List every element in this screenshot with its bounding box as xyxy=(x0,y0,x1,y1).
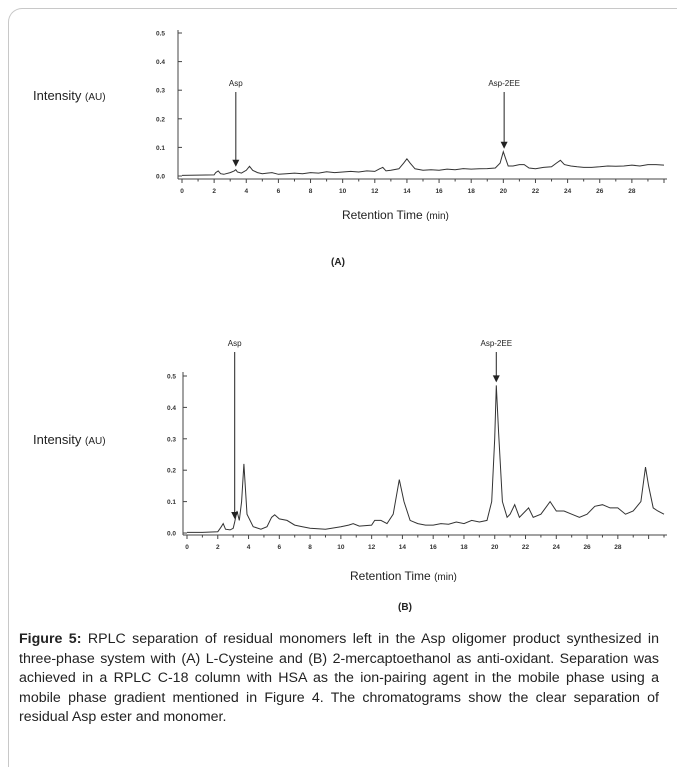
y-tick-label: 0.2 xyxy=(167,468,176,475)
y-tick-label: 0.3 xyxy=(156,88,165,95)
x-tick-label: 14 xyxy=(399,544,407,551)
x-tick-label: 4 xyxy=(247,544,251,551)
x-tick-label: 24 xyxy=(564,188,572,195)
x-tick-label: 26 xyxy=(596,188,604,195)
y-tick-label: 0.4 xyxy=(167,405,176,412)
y-tick-label: 0.0 xyxy=(156,174,165,181)
x-tick-label: 18 xyxy=(468,188,476,195)
x-tick-label: 28 xyxy=(628,188,636,195)
x-tick-label: 16 xyxy=(435,188,443,195)
peak-annotation-arrowhead xyxy=(232,159,240,167)
x-tick-label: 0 xyxy=(185,544,189,551)
x-tick-label: 24 xyxy=(553,544,561,551)
figure-caption: Figure 5: RPLC separation of residual mo… xyxy=(19,630,659,728)
x-tick-label: 20 xyxy=(500,188,508,195)
x-tick-label: 10 xyxy=(337,544,345,551)
caption-label: Figure 5: xyxy=(19,631,82,647)
x-tick-label: 6 xyxy=(278,544,282,551)
panel-a-chromatogram-trace xyxy=(181,150,665,176)
peak-annotation-label: Asp-2EE xyxy=(480,339,512,348)
x-tick-label: 8 xyxy=(308,544,312,551)
x-tick-label: 18 xyxy=(460,544,468,551)
panel-a-xlabel: Retention Time (min) xyxy=(342,208,449,222)
y-tick-label: 0.3 xyxy=(167,436,176,443)
y-tick-label: 0.5 xyxy=(156,31,165,38)
x-tick-label: 2 xyxy=(212,188,216,195)
y-tick-label: 0.1 xyxy=(156,145,165,152)
panel-b-xlabel: Retention Time (min) xyxy=(350,569,457,583)
peak-annotation-arrowhead xyxy=(492,375,500,383)
y-tick-label: 0.0 xyxy=(167,531,176,538)
caption-text: RPLC separation of residual monomers lef… xyxy=(19,631,659,725)
peak-annotation-label: Asp xyxy=(229,79,243,88)
peak-annotation-label: Asp-2EE xyxy=(488,79,520,88)
x-tick-label: 2 xyxy=(216,544,220,551)
y-tick-label: 0.2 xyxy=(156,116,165,123)
x-tick-label: 12 xyxy=(371,188,379,195)
panel-b-chromatogram-trace xyxy=(187,385,665,533)
x-tick-label: 0 xyxy=(180,188,184,195)
x-tick-label: 22 xyxy=(522,544,530,551)
x-tick-label: 10 xyxy=(339,188,347,195)
x-tick-label: 12 xyxy=(368,544,376,551)
figure-frame xyxy=(8,8,677,767)
x-tick-label: 20 xyxy=(491,544,499,551)
peak-annotation-arrowhead xyxy=(500,141,508,149)
x-tick-label: 16 xyxy=(430,544,438,551)
panel-a-ylabel: Intensity (AU) xyxy=(33,88,106,103)
x-tick-label: 14 xyxy=(403,188,411,195)
x-tick-label: 4 xyxy=(244,188,248,195)
x-tick-label: 28 xyxy=(614,544,622,551)
peak-annotation-arrowhead xyxy=(231,512,239,520)
peak-annotation-label: Asp xyxy=(228,339,242,348)
x-tick-label: 8 xyxy=(309,188,313,195)
x-tick-label: 26 xyxy=(583,544,591,551)
x-tick-label: 22 xyxy=(532,188,540,195)
y-tick-label: 0.1 xyxy=(167,499,176,506)
x-tick-label: 6 xyxy=(277,188,281,195)
panel-b-ylabel: Intensity (AU) xyxy=(33,432,106,447)
panel-b-label: (B) xyxy=(398,602,412,613)
panel-a-label: (A) xyxy=(331,257,345,268)
y-tick-label: 0.5 xyxy=(167,374,176,381)
y-tick-label: 0.4 xyxy=(156,59,165,66)
